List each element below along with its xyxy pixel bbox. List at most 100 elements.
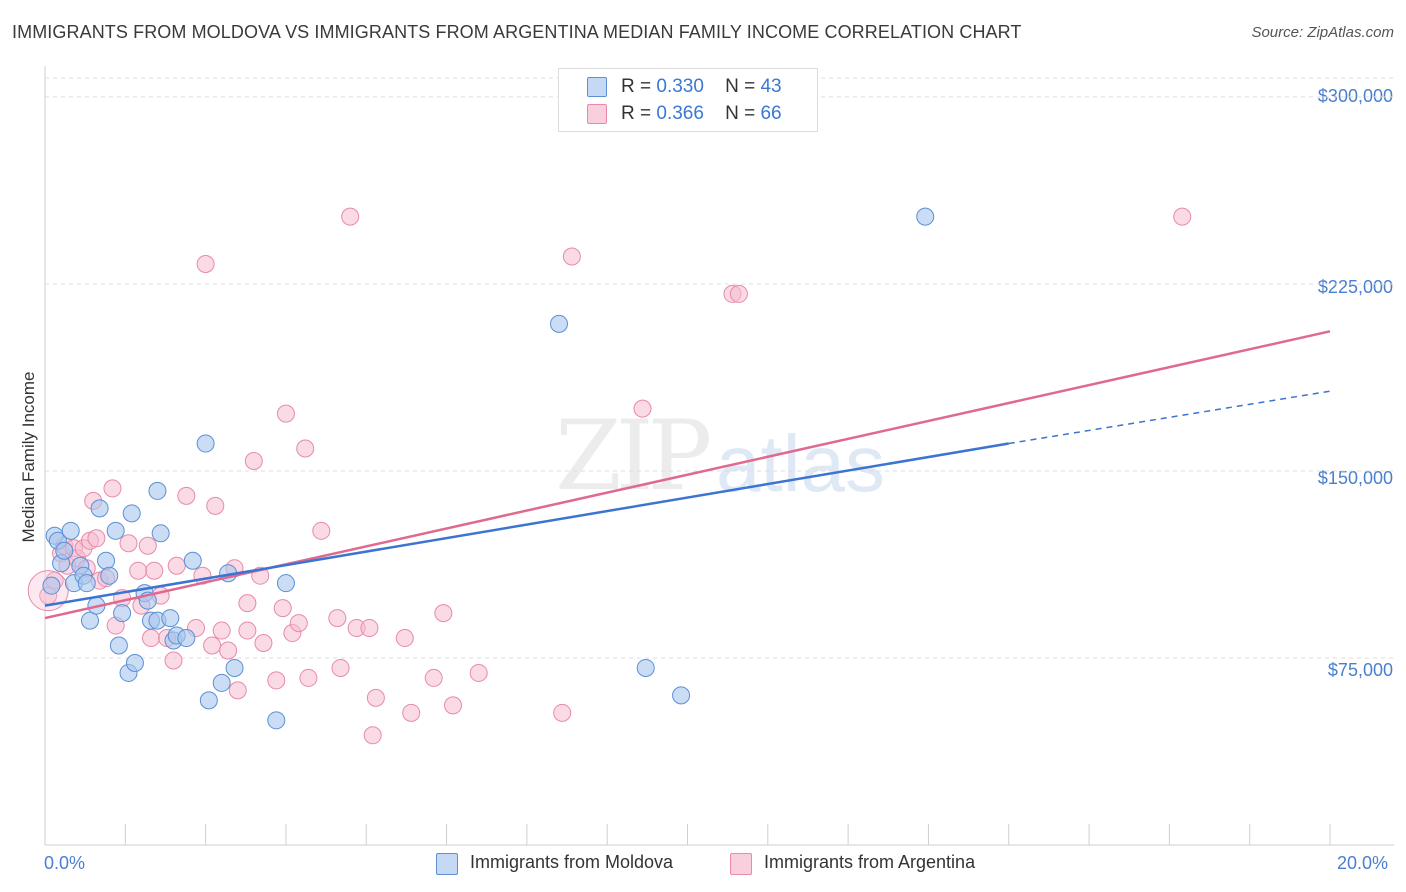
- argentina-point: [341, 207, 360, 226]
- argentina-point: [254, 634, 273, 653]
- argentina-point: [238, 594, 257, 613]
- moldova-point: [61, 521, 80, 540]
- moldova-point: [90, 499, 109, 518]
- moldova-point: [125, 653, 144, 672]
- argentina-point: [145, 561, 164, 580]
- moldova-point: [106, 521, 125, 540]
- trend-lines: [44, 330, 1331, 620]
- series-moldova: [42, 207, 935, 730]
- x-tick-label: 20.0%: [1337, 853, 1389, 873]
- moldova-point: [55, 541, 74, 560]
- moldova-point: [276, 574, 295, 593]
- moldova-point: [148, 481, 167, 500]
- argentina-point: [219, 641, 238, 660]
- argentina-point: [167, 556, 186, 575]
- argentina-point: [289, 614, 308, 633]
- argentina-point: [296, 439, 315, 458]
- series-argentina: [27, 207, 1192, 745]
- y-tick-label: $150,000: [1317, 468, 1393, 488]
- moldova-point: [199, 691, 218, 710]
- watermark-zip: ZIP: [555, 400, 712, 512]
- argentina-point: [1173, 207, 1192, 226]
- chart-title: IMMIGRANTS FROM MOLDOVA VS IMMIGRANTS FR…: [12, 22, 1022, 42]
- trend-line-argentina: [44, 330, 1331, 620]
- moldova-point: [151, 524, 170, 543]
- moldova-point: [113, 604, 132, 623]
- argentina-point: [331, 658, 350, 677]
- moldova-point: [550, 314, 568, 333]
- argentina-point: [276, 404, 295, 423]
- argentina-point: [299, 668, 318, 687]
- argentina-point: [443, 696, 462, 715]
- legend-n-label: N =: [725, 103, 756, 124]
- argentina-point: [633, 399, 652, 418]
- moldova-point: [225, 658, 244, 677]
- argentina-point: [312, 521, 331, 540]
- argentina-point: [177, 486, 196, 505]
- y-tick-label: $75,000: [1327, 660, 1393, 680]
- argentina-point: [553, 703, 572, 722]
- moldova-point: [109, 636, 128, 655]
- argentina-point: [164, 651, 183, 670]
- axes: [44, 66, 1394, 846]
- legend-swatch-argentina: [587, 104, 607, 124]
- argentina-point: [434, 604, 453, 623]
- argentina-point: [562, 247, 581, 266]
- source-label: Source: ZipAtlas.com: [1251, 24, 1394, 41]
- legend-r-value: 0.366: [656, 103, 704, 124]
- argentina-point: [273, 599, 292, 618]
- moldova-point: [80, 611, 99, 630]
- legend-n-value: 43: [760, 76, 782, 97]
- argentina-point: [328, 609, 347, 628]
- argentina-point: [119, 534, 138, 553]
- moldova-point: [212, 673, 231, 692]
- watermark-atlas: atlas: [716, 419, 885, 508]
- argentina-point: [212, 621, 231, 640]
- legend-r-label: R =: [621, 76, 652, 97]
- argentina-point: [267, 671, 286, 690]
- argentina-point: [206, 496, 225, 515]
- y-tick-label: $225,000: [1317, 277, 1393, 297]
- argentina-point: [138, 536, 157, 555]
- moldova-point: [183, 551, 202, 570]
- argentina-point: [244, 451, 263, 470]
- moldova-point: [267, 711, 286, 730]
- moldova-point: [100, 566, 119, 585]
- correlation-legend: R = 0.330 N = 43 R = 0.366 N = 66: [558, 68, 818, 132]
- legend-r-label: R =: [621, 103, 652, 124]
- argentina-point: [103, 479, 122, 498]
- moldova-point: [122, 504, 141, 523]
- bottom-legend-swatch-moldova: [436, 853, 458, 875]
- argentina-point: [203, 636, 222, 655]
- argentina-point: [142, 629, 161, 648]
- x-tick-label: 0.0%: [44, 853, 86, 873]
- moldova-point: [77, 574, 96, 593]
- y-tick-label: $300,000: [1317, 86, 1393, 106]
- argentina-point: [363, 726, 382, 745]
- trend-line-moldova: [44, 442, 1009, 607]
- argentina-point: [366, 688, 385, 707]
- argentina-point: [87, 529, 106, 548]
- bottom-legend-label-moldova: Immigrants from Moldova: [470, 852, 674, 872]
- legend-swatch-moldova: [587, 77, 607, 97]
- argentina-point: [196, 255, 215, 274]
- legend-n-label: N =: [725, 76, 756, 97]
- moldova-point: [97, 551, 116, 570]
- argentina-point: [129, 561, 148, 580]
- legend-n-value: 66: [760, 103, 782, 124]
- argentina-point: [424, 668, 443, 687]
- moldova-point: [42, 576, 61, 595]
- argentina-point: [469, 663, 488, 682]
- argentina-point: [395, 629, 414, 648]
- moldova-point: [672, 686, 691, 705]
- argentina-point: [402, 703, 421, 722]
- moldova-point: [177, 629, 196, 648]
- moldova-point: [636, 658, 655, 677]
- trend-line-moldova-extrapolated: [1008, 390, 1331, 445]
- legend-r-value: 0.330: [656, 76, 704, 97]
- argentina-point: [729, 284, 748, 303]
- argentina-point: [238, 621, 257, 640]
- moldova-point: [196, 434, 215, 453]
- moldova-point: [916, 207, 935, 226]
